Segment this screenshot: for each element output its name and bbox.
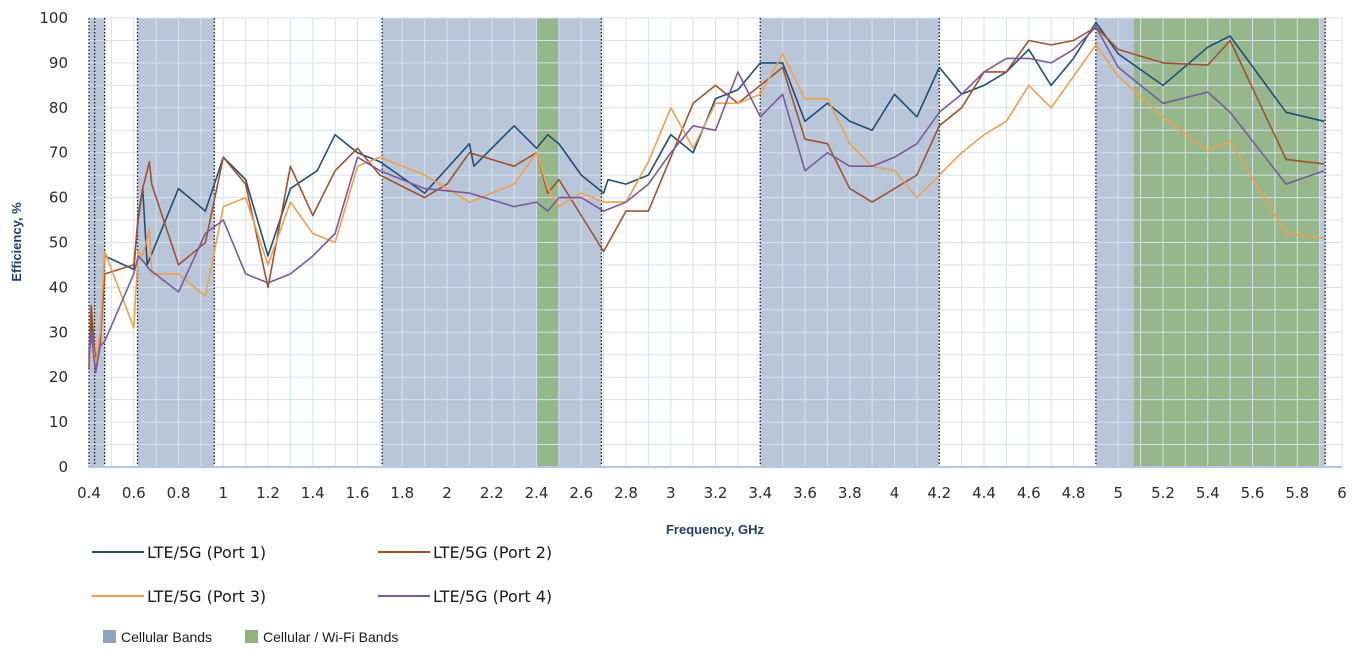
gridlines xyxy=(88,17,1343,468)
band-legend-item-1: Cellular / Wi-Fi Bands xyxy=(245,629,398,645)
legend-item-port-3: LTE/5G (Port 3) xyxy=(92,587,266,606)
y-tick-label: 10 xyxy=(49,413,68,431)
x-tick-label: 1.8 xyxy=(390,484,414,502)
legend-item-port-4: LTE/5G (Port 4) xyxy=(378,587,552,606)
series-legend: LTE/5G (Port 1) LTE/5G (Port 2) LTE/5G (Po… xyxy=(92,543,552,606)
x-tick-label: 3.6 xyxy=(793,484,817,502)
x-tick-label: 4.8 xyxy=(1062,484,1086,502)
x-tick-label: 1.4 xyxy=(301,484,325,502)
x-tick-label: 1.6 xyxy=(346,484,370,502)
band-legend-swatch xyxy=(245,630,258,643)
band-legend-label: Cellular Bands xyxy=(121,629,212,645)
x-tick-label: 4 xyxy=(890,484,900,502)
x-tick-label: 3.4 xyxy=(748,484,772,502)
x-tick-label: 5.2 xyxy=(1151,484,1175,502)
x-tick-label: 3 xyxy=(666,484,676,502)
legend-item-port-2: LTE/5G (Port 2) xyxy=(378,543,552,562)
legend-label: LTE/5G (Port 4) xyxy=(433,587,552,606)
y-tick-label: 40 xyxy=(49,278,68,296)
x-tick-label: 2 xyxy=(442,484,452,502)
x-tick-label: 2.6 xyxy=(569,484,593,502)
series-line-port-1 xyxy=(88,21,1325,360)
x-tick-label: 3.2 xyxy=(704,484,728,502)
legend-item-port-1: LTE/5G (Port 1) xyxy=(92,543,266,562)
legend-label: LTE/5G (Port 2) xyxy=(433,543,552,562)
x-tick-label: 5 xyxy=(1113,484,1123,502)
legend-label: LTE/5G (Port 1) xyxy=(147,543,266,562)
x-tick-label: 1 xyxy=(218,484,228,502)
band-legend-swatch xyxy=(103,630,116,643)
series-line-port-4 xyxy=(88,26,1325,374)
x-tick-label: 4.2 xyxy=(927,484,951,502)
y-tick-label: 30 xyxy=(49,323,68,341)
series-lines xyxy=(88,21,1325,374)
y-tick-labels: 0 10 20 30 40 50 60 70 80 90 100 xyxy=(39,9,68,476)
y-tick-label: 90 xyxy=(49,54,68,72)
y-axis-title: Efficiency, % xyxy=(9,202,24,282)
legend-label: LTE/5G (Port 3) xyxy=(147,587,266,606)
y-tick-label: 50 xyxy=(49,234,68,252)
x-tick-label: 2.8 xyxy=(614,484,638,502)
y-tick-label: 0 xyxy=(58,458,68,476)
x-tick-label: 0.4 xyxy=(77,484,101,502)
x-tick-label: 5.4 xyxy=(1196,484,1220,502)
x-tick-label: 1.2 xyxy=(256,484,280,502)
x-tick-label: 5.6 xyxy=(1241,484,1265,502)
band-legend: Cellular Bands Cellular / Wi-Fi Bands xyxy=(103,629,398,645)
x-axis-title: Frequency, GHz xyxy=(666,522,765,537)
y-tick-label: 20 xyxy=(49,368,68,386)
x-tick-label: 0.8 xyxy=(167,484,191,502)
band-legend-item-0: Cellular Bands xyxy=(103,629,212,645)
x-tick-label: 3.8 xyxy=(838,484,862,502)
x-tick-label: 5.8 xyxy=(1285,484,1309,502)
band-legend-label: Cellular / Wi-Fi Bands xyxy=(263,629,398,645)
x-tick-label: 4.6 xyxy=(1017,484,1041,502)
y-tick-label: 70 xyxy=(49,144,68,162)
x-tick-label: 2.2 xyxy=(480,484,504,502)
y-tick-label: 100 xyxy=(39,9,68,27)
x-tick-label: 2.4 xyxy=(525,484,549,502)
series-line-port-2 xyxy=(88,26,1325,369)
x-tick-label: 4.4 xyxy=(972,484,996,502)
y-tick-label: 60 xyxy=(49,189,68,207)
x-tick-labels: 0.4 0.6 0.8 1 1.2 1.4 1.6 1.8 2 2.2 2.4 2.6 2.8 3 3.2 3… xyxy=(77,484,1347,502)
x-tick-label: 6 xyxy=(1337,484,1347,502)
series-line-port-3 xyxy=(88,44,1325,365)
x-tick-label: 0.6 xyxy=(122,484,146,502)
y-tick-label: 80 xyxy=(49,99,68,117)
